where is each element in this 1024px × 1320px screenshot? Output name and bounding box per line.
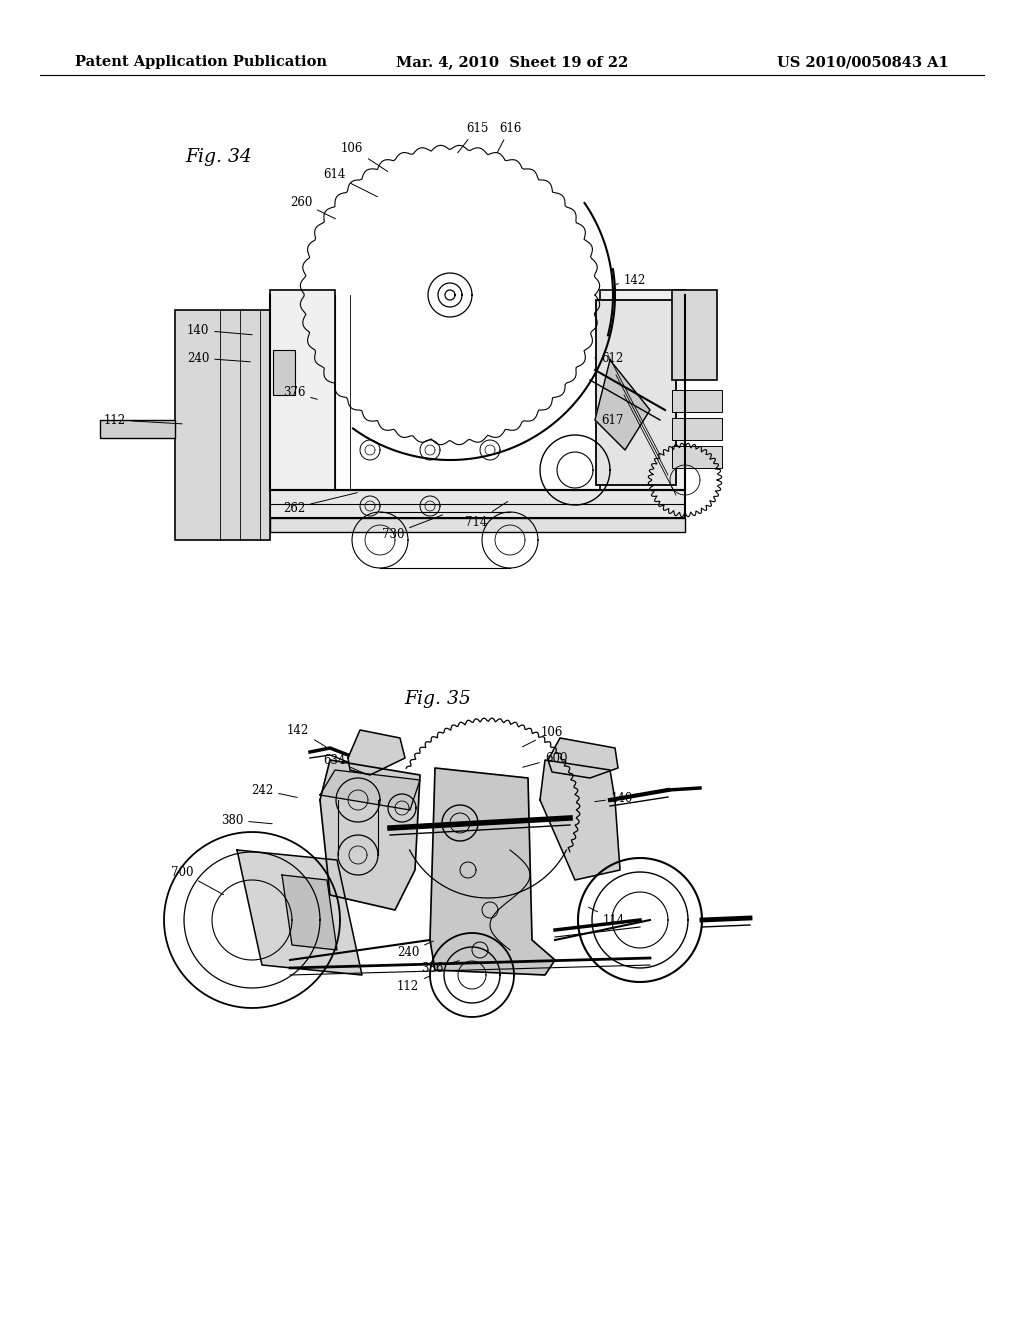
Bar: [270, 517, 685, 532]
Polygon shape: [319, 770, 420, 810]
Bar: [672, 446, 722, 469]
Text: 142: 142: [287, 723, 326, 747]
Text: 114: 114: [589, 907, 625, 927]
Text: Mar. 4, 2010  Sheet 19 of 22: Mar. 4, 2010 Sheet 19 of 22: [396, 55, 628, 69]
Text: 262: 262: [283, 492, 357, 515]
Polygon shape: [319, 760, 420, 909]
Text: Patent Application Publication: Patent Application Publication: [75, 55, 327, 69]
Text: 615: 615: [458, 121, 488, 153]
Text: 700: 700: [171, 866, 223, 895]
Text: 112: 112: [397, 977, 429, 993]
Bar: [672, 290, 717, 380]
Text: US 2010/0050843 A1: US 2010/0050843 A1: [777, 55, 949, 69]
Polygon shape: [540, 760, 620, 880]
Text: 140: 140: [186, 323, 252, 337]
Text: 614: 614: [323, 169, 378, 197]
Polygon shape: [237, 850, 362, 975]
Bar: [672, 418, 722, 440]
Polygon shape: [548, 738, 618, 777]
Text: 242: 242: [251, 784, 297, 797]
Text: 260: 260: [290, 195, 336, 219]
Text: 600: 600: [522, 751, 567, 767]
Bar: [100, 420, 175, 438]
Bar: [270, 290, 335, 531]
Text: 730: 730: [382, 515, 442, 540]
Bar: [175, 310, 270, 540]
Bar: [600, 290, 685, 510]
Polygon shape: [348, 730, 406, 775]
Bar: [596, 300, 676, 484]
Text: 616: 616: [498, 121, 521, 153]
Text: Fig. 34: Fig. 34: [185, 148, 252, 166]
Text: 612: 612: [595, 351, 624, 364]
Text: 240: 240: [397, 941, 433, 958]
Text: 376: 376: [283, 387, 317, 400]
Polygon shape: [430, 768, 555, 975]
Text: 106: 106: [341, 141, 388, 172]
Polygon shape: [595, 360, 650, 450]
Text: Fig. 35: Fig. 35: [404, 690, 471, 708]
Text: 112: 112: [104, 413, 182, 426]
Text: 714: 714: [465, 502, 508, 528]
Bar: [672, 389, 722, 412]
Text: 380: 380: [221, 813, 272, 826]
Text: 634: 634: [323, 754, 366, 774]
Bar: [273, 350, 295, 395]
Text: 106: 106: [522, 726, 563, 747]
Text: 617: 617: [595, 413, 624, 426]
Polygon shape: [282, 875, 337, 950]
Text: 140: 140: [595, 792, 633, 804]
Bar: [270, 490, 685, 517]
Text: 336: 336: [421, 961, 460, 974]
Text: 142: 142: [615, 273, 646, 286]
Text: 240: 240: [186, 351, 250, 364]
